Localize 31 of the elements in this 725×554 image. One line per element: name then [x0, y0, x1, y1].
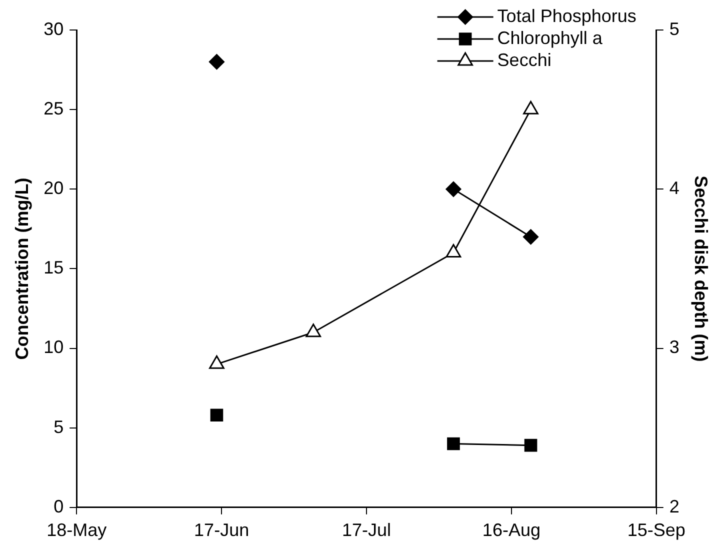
point [210, 408, 224, 422]
x-tick-label: 17-Jun [194, 520, 250, 540]
y-tick-label: 25 [44, 98, 64, 119]
point [209, 355, 224, 369]
legend-label: Chlorophyll a [497, 28, 604, 48]
x-tick-label: 16-Aug [482, 520, 540, 540]
y2-tick-label: 3 [669, 337, 680, 358]
point [447, 437, 460, 450]
point [523, 229, 539, 245]
point [523, 100, 538, 114]
y2-tick-label: 4 [669, 178, 680, 198]
y2-axis-title: Secchi disk depth (m) [691, 176, 712, 362]
legend-label: Total Phosphorus [497, 6, 636, 26]
point [208, 54, 224, 70]
legend-label: Secchi [497, 50, 552, 70]
y-axis-title: Concentration (mg/L) [12, 178, 32, 360]
x-tick-label: 18-May [46, 520, 107, 540]
y-tick-label: 30 [44, 18, 64, 39]
point [446, 244, 462, 258]
y-tick-label: 20 [44, 178, 64, 198]
y-tick-label: 0 [54, 496, 64, 516]
x-tick-label: 15-Sep [627, 520, 686, 540]
y-tick-label: 15 [44, 258, 64, 278]
point [306, 324, 322, 338]
point [524, 438, 538, 452]
y2-tick-label: 5 [669, 18, 680, 39]
x-tick-label: 17-Jul [342, 520, 392, 540]
y-tick-label: 5 [54, 416, 64, 437]
point [446, 181, 462, 197]
y-tick-label: 10 [44, 337, 64, 358]
y2-tick-label: 2 [669, 496, 680, 516]
